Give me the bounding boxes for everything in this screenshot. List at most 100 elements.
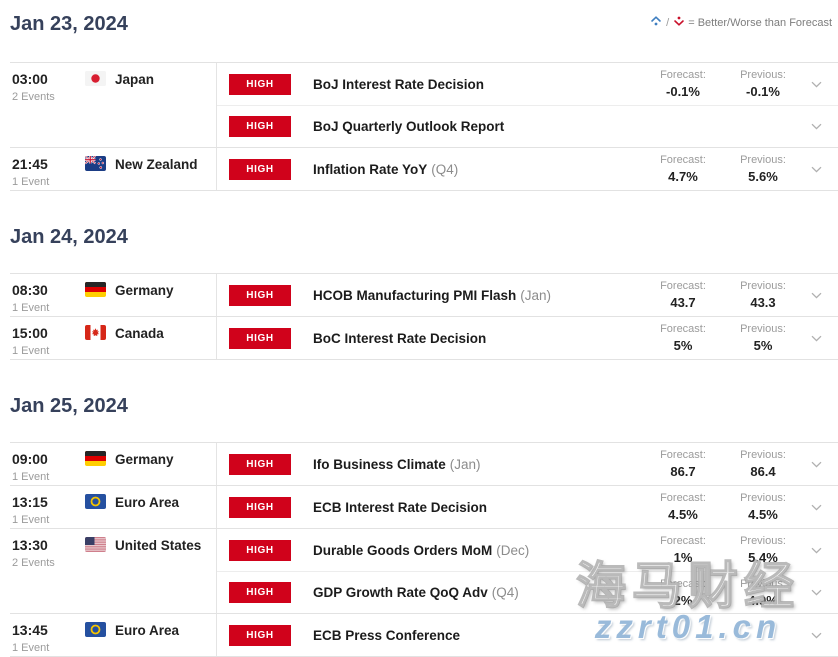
forecast-value: 4.7%	[668, 169, 698, 184]
chevron-down-icon[interactable]	[794, 547, 838, 554]
event-row[interactable]: HIGH ECB Interest Rate Decision Forecast…	[217, 486, 838, 528]
event-title: Ifo Business Climate (Jan)	[313, 456, 481, 472]
event-row[interactable]: HIGH ECB Press Conference	[217, 614, 838, 656]
event-row[interactable]: HIGH BoJ Quarterly Outlook Report	[217, 105, 838, 147]
country-cell: Euro Area	[85, 486, 216, 528]
forecast-col: Forecast: 86.7	[652, 449, 714, 479]
events-count: 1 Event	[12, 302, 50, 314]
forecast-previous: Forecast: 1% Previous: 5.4%	[652, 535, 794, 565]
date-header: Jan 24, 2024	[10, 226, 128, 248]
group-events: HIGH Durable Goods Orders MoM (Dec) Forec…	[216, 529, 838, 613]
forecast-previous: Forecast: 86.7 Previous: 86.4	[652, 449, 794, 479]
events-count: 2 Events	[12, 557, 55, 569]
country-name: Germany	[115, 452, 174, 467]
previous-value: 4.5%	[748, 507, 778, 522]
previous-col: Previous: 5%	[732, 323, 794, 353]
previous-value: 5.6%	[748, 169, 778, 184]
events-table: 08:30 1 Event Germany HIGH HCOB Manufact…	[10, 273, 838, 360]
events-table: 03:00 2 Events Japan HIGH BoJ Interest R…	[10, 62, 838, 191]
forecast-col: Forecast: 4.7%	[652, 154, 714, 184]
forecast-col: Forecast: 5%	[652, 323, 714, 353]
previous-value: 4.9%	[748, 592, 778, 608]
time-cell: 08:30 1 Event	[10, 274, 85, 316]
previous-col: Previous: 5.6%	[732, 154, 794, 184]
events-count: 1 Event	[12, 471, 50, 483]
event-group-united-states: 13:30 2 Events United States HIGH Durabl…	[10, 529, 838, 614]
chevron-down-icon[interactable]	[794, 632, 838, 639]
forecast-col: Forecast: 43.7	[652, 280, 714, 310]
events-count: 1 Event	[12, 514, 50, 526]
better-arrow-up-icon	[650, 15, 662, 30]
events-count: 2 Events	[12, 91, 55, 103]
flag-united-states-icon	[85, 537, 106, 552]
event-time: 09:00	[12, 451, 48, 467]
importance-badge: HIGH	[229, 539, 291, 561]
flag-euro-area-icon	[85, 622, 106, 637]
group-events: HIGH BoJ Interest Rate Decision Forecast…	[216, 63, 838, 147]
country-name: Canada	[115, 326, 164, 341]
chevron-down-icon[interactable]	[794, 292, 838, 299]
calendar-day-section: Jan 25, 2024 09:00 1 Event Germany HIGH …	[0, 360, 838, 657]
country-name: United States	[115, 538, 202, 553]
importance-badge: HIGH	[229, 158, 291, 180]
importance-badge: HIGH	[229, 73, 291, 95]
event-row[interactable]: HIGH BoC Interest Rate Decision Forecast…	[217, 317, 838, 359]
previous-value: 5%	[753, 338, 773, 353]
events-count: 1 Event	[12, 176, 50, 188]
importance-badge: HIGH	[229, 582, 291, 603]
event-group-euro-area: 13:15 1 Event Euro Area HIGH ECB Interes…	[10, 486, 838, 529]
legend-text: = Better/Worse than Forecast	[688, 16, 832, 29]
previous-value: 43.3	[750, 295, 776, 310]
importance-badge: HIGH	[229, 624, 291, 646]
legend-better-worse: / = Better/Worse than Forecast	[650, 15, 832, 30]
event-title: Inflation Rate YoY (Q4)	[313, 161, 459, 177]
previous-col: Previous: -0.1%	[732, 69, 794, 99]
previous-col: Previous: 4.9%	[732, 578, 794, 608]
time-cell: 09:00 1 Event	[10, 443, 85, 485]
event-group-japan: 03:00 2 Events Japan HIGH BoJ Interest R…	[10, 63, 838, 148]
time-cell: 13:45 1 Event	[10, 614, 85, 656]
event-period: (Jan)	[449, 456, 481, 472]
forecast-previous: Forecast: -0.1% Previous: -0.1%	[652, 69, 794, 99]
event-row[interactable]: HIGH GDP Growth Rate QoQ Adv (Q4) Forecas…	[217, 571, 838, 613]
group-events: HIGH HCOB Manufacturing PMI Flash (Jan) F…	[216, 274, 838, 316]
events-count: 1 Event	[12, 642, 50, 654]
chevron-down-icon[interactable]	[794, 589, 838, 596]
event-row[interactable]: HIGH BoJ Interest Rate Decision Forecast…	[217, 63, 838, 105]
event-row[interactable]: HIGH HCOB Manufacturing PMI Flash (Jan) F…	[217, 274, 838, 316]
chevron-down-icon[interactable]	[794, 166, 838, 173]
flag-germany-icon	[85, 282, 106, 297]
chevron-down-icon[interactable]	[794, 504, 838, 511]
previous-col: Previous: 5.4%	[732, 535, 794, 565]
forecast-previous: Forecast: 2% Previous: 4.9%	[652, 578, 794, 608]
events-table: 09:00 1 Event Germany HIGH Ifo Business …	[10, 442, 838, 657]
country-cell: Germany	[85, 443, 216, 485]
event-row[interactable]: HIGH Ifo Business Climate (Jan) Forecast:…	[217, 443, 838, 485]
chevron-down-icon[interactable]	[794, 123, 838, 130]
forecast-previous: Forecast: 5% Previous: 5%	[652, 323, 794, 353]
forecast-col: Forecast: 1%	[652, 535, 714, 565]
previous-col: Previous: 86.4	[732, 449, 794, 479]
chevron-down-icon[interactable]	[794, 461, 838, 468]
time-cell: 21:45 1 Event	[10, 148, 85, 190]
forecast-value: -0.1%	[666, 84, 700, 99]
forecast-previous: Forecast: 4.5% Previous: 4.5%	[652, 492, 794, 522]
chevron-down-icon[interactable]	[794, 335, 838, 342]
event-row[interactable]: HIGH Inflation Rate YoY (Q4) Forecast: 4.7…	[217, 148, 838, 190]
time-cell: 13:15 1 Event	[10, 486, 85, 528]
forecast-col: Forecast: 4.5%	[652, 492, 714, 522]
importance-badge: HIGH	[229, 284, 291, 306]
worse-arrow-down-icon	[673, 15, 685, 30]
event-time: 13:30	[12, 537, 48, 553]
event-title: GDP Growth Rate QoQ Adv (Q4)	[313, 585, 519, 600]
chevron-down-icon[interactable]	[794, 81, 838, 88]
previous-col: Previous: 4.5%	[732, 492, 794, 522]
event-row[interactable]: HIGH Durable Goods Orders MoM (Dec) Forec…	[217, 529, 838, 571]
forecast-value: 43.7	[670, 295, 696, 310]
event-period: (Jan)	[520, 287, 552, 303]
calendar-day-section: Jan 24, 2024 08:30 1 Event Germany HIGH …	[0, 191, 838, 360]
forecast-previous: Forecast: 4.7% Previous: 5.6%	[652, 154, 794, 184]
event-title: ECB Interest Rate Decision	[313, 499, 488, 515]
event-title: BoJ Interest Rate Decision	[313, 76, 485, 92]
